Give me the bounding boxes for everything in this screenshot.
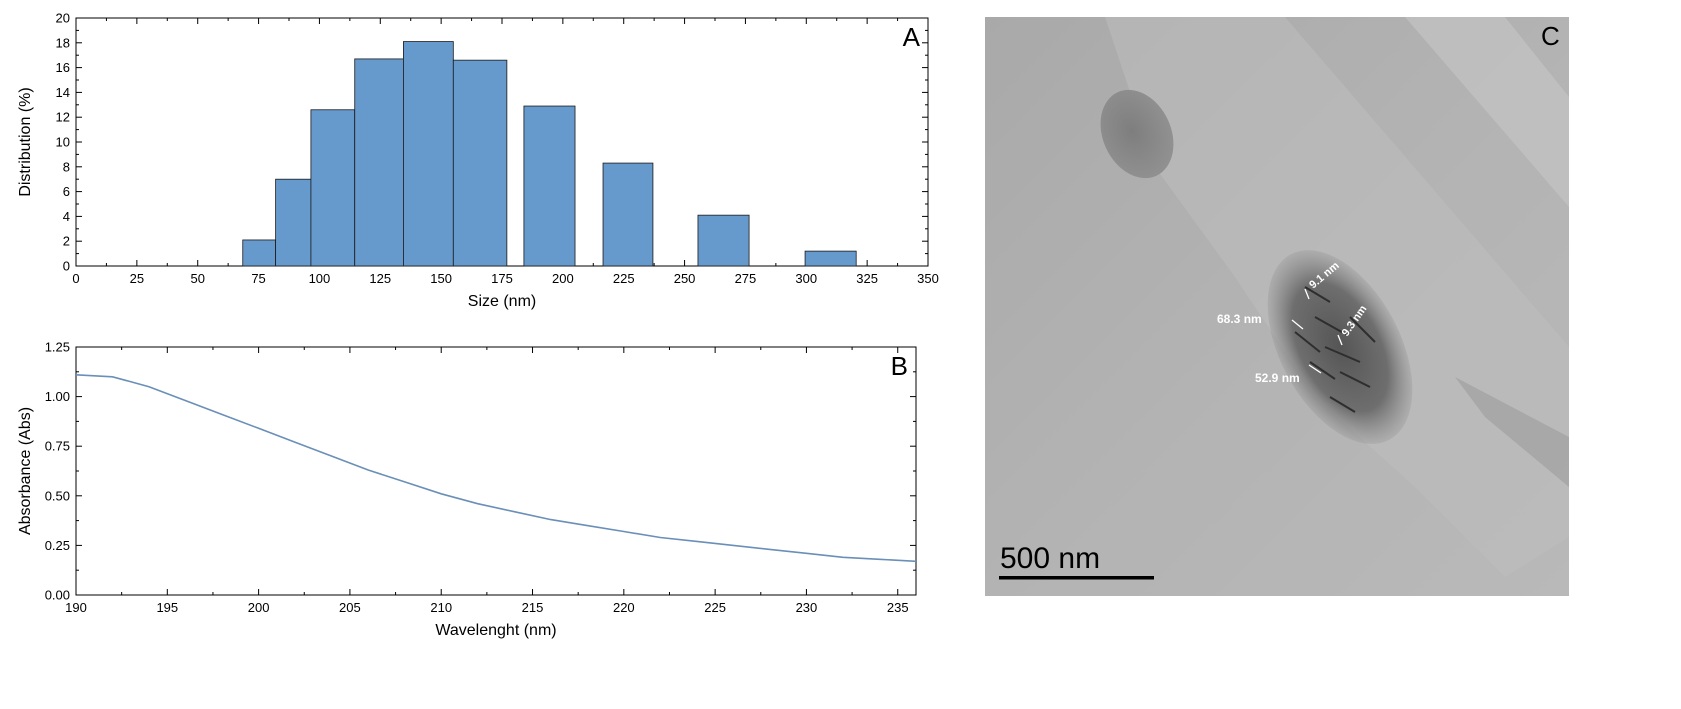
- y-tick-label: 0.75: [45, 439, 70, 454]
- x-tick-label: 235: [887, 600, 909, 615]
- x-tick-label: 175: [491, 271, 513, 286]
- histogram-bar: [804, 250, 857, 267]
- x-tick-label: 230: [796, 600, 818, 615]
- y-tick-label: 4: [63, 209, 70, 224]
- y-tick-label: 20: [56, 11, 70, 26]
- histogram-bar: [275, 178, 312, 267]
- histogram-bar: [697, 214, 750, 267]
- nanorods: [1294, 286, 1376, 413]
- x-tick-label: 275: [735, 271, 757, 286]
- histogram-bar: [602, 162, 654, 267]
- x-tick-label: 325: [856, 271, 878, 286]
- y-tick-label: 0: [63, 259, 70, 274]
- size-distribution-chart: 0 25 50 75 100 125 150 175 200 225 250 275 300 325 350…: [17, 11, 939, 311]
- histogram-bar: [310, 109, 356, 267]
- fiber-streak: [1455, 377, 1569, 487]
- absorbance-line: [75, 374, 917, 563]
- x-tick-label: 210: [430, 600, 452, 615]
- x-tick-label: 50: [190, 271, 204, 286]
- measurement-label-68: 68.3 nm: [1217, 312, 1262, 326]
- y-tick-label: 1.00: [45, 389, 70, 404]
- panel-letter-c: C: [1541, 21, 1560, 51]
- histogram-bar: [354, 58, 404, 267]
- x-tick-label: 215: [522, 600, 544, 615]
- y-tick-label: 0.50: [45, 488, 70, 503]
- x-tick-label: 0: [72, 271, 79, 286]
- x-tick-label: 200: [248, 600, 270, 615]
- y-tick-label: 8: [63, 159, 70, 174]
- x-tick-label: 250: [674, 271, 696, 286]
- x-tick-label: 190: [65, 600, 87, 615]
- y-tick-label: 0.25: [45, 538, 70, 553]
- x-tick-label: 225: [613, 271, 635, 286]
- x-tick-label: 25: [130, 271, 144, 286]
- y-tick-label: 14: [56, 85, 70, 100]
- absorbance-chart: 190 195 200 205 210 215 220 225 230 235 0.00 0.25 0.…: [17, 340, 917, 639]
- panel-letter-a: A: [903, 22, 921, 52]
- fiber-streak: [1405, 17, 1569, 207]
- histogram-bar: [452, 59, 508, 267]
- scale-bar-label: 500 nm: [1000, 542, 1100, 575]
- histogram-bar: [242, 239, 277, 267]
- y-tick-label: 1.25: [45, 340, 70, 355]
- y-tick-label: 18: [56, 35, 70, 50]
- y-axis-title: Absorbance (Abs): [17, 407, 34, 535]
- x-tick-label: 350: [917, 271, 939, 286]
- particle-cluster: [1267, 250, 1413, 444]
- y-tick-label: 6: [63, 184, 70, 199]
- x-tick-label: 75: [251, 271, 265, 286]
- histogram-bar: [523, 105, 576, 267]
- y-tick-label: 10: [56, 135, 70, 150]
- x-tick-label: 195: [156, 600, 178, 615]
- y-tick-label: 12: [56, 110, 70, 125]
- histogram-bar: [403, 41, 454, 267]
- x-tick-label: 300: [795, 271, 817, 286]
- x-tick-label: 150: [430, 271, 452, 286]
- vesicle-blob: [1100, 89, 1174, 179]
- y-tick-label: 2: [63, 234, 70, 249]
- x-tick-label: 200: [552, 271, 574, 286]
- scale-bar: [999, 576, 1154, 580]
- x-tick-label: 225: [704, 600, 726, 615]
- x-tick-label: 205: [339, 600, 361, 615]
- x-tick-label: 100: [309, 271, 331, 286]
- y-tick-label: 16: [56, 60, 70, 75]
- plot-frame: [75, 346, 917, 596]
- y-axis-title: Distribution (%): [17, 87, 34, 196]
- x-tick-label: 125: [369, 271, 391, 286]
- x-axis-title: Size (nm): [468, 293, 536, 310]
- x-tick-label: 220: [613, 600, 635, 615]
- x-axis-title: Wavelenght (nm): [435, 622, 556, 639]
- tem-micrograph: 68.3 nm 52.9 nm 9.1 nm 9.3 nm 500 nm C: [985, 17, 1569, 596]
- panel-letter-b: B: [891, 351, 908, 381]
- measurement-lines: [1291, 288, 1343, 374]
- measurement-label-52: 52.9 nm: [1255, 371, 1300, 385]
- y-tick-label: 0.00: [45, 588, 70, 603]
